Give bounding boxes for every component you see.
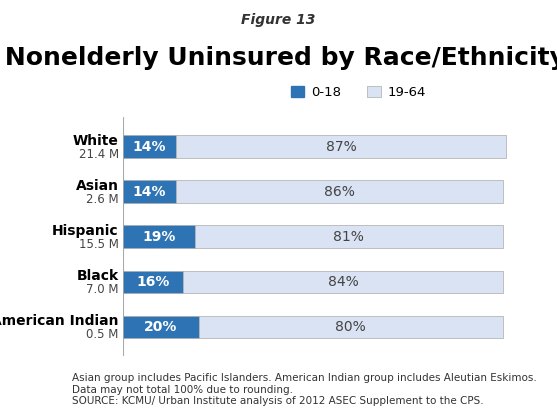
Bar	[123, 316, 198, 338]
Text: 80%: 80%	[335, 320, 366, 334]
Text: Hispanic: Hispanic	[52, 224, 119, 238]
Text: 21.4 M: 21.4 M	[79, 148, 119, 161]
Text: 84%: 84%	[328, 275, 358, 289]
Text: 14%: 14%	[133, 140, 166, 154]
Text: 81%: 81%	[333, 230, 364, 244]
Text: 7.0 M: 7.0 M	[86, 283, 119, 296]
Bar	[195, 225, 502, 248]
Bar	[123, 135, 176, 158]
Text: 86%: 86%	[324, 185, 355, 199]
Text: 19%: 19%	[142, 230, 175, 244]
Text: 0.5 M: 0.5 M	[86, 328, 119, 341]
Bar	[123, 271, 183, 293]
Text: Black: Black	[77, 269, 119, 283]
Bar	[123, 225, 195, 248]
Text: White: White	[73, 134, 119, 148]
Text: American Indian: American Indian	[0, 314, 119, 328]
Text: 15.5 M: 15.5 M	[79, 238, 119, 251]
Bar	[176, 135, 506, 158]
Text: 16%: 16%	[136, 275, 170, 289]
Legend: 0-18, 19-64: 0-18, 19-64	[286, 81, 431, 104]
Text: 2.6 M: 2.6 M	[86, 193, 119, 206]
Text: Asian: Asian	[76, 179, 119, 193]
Text: 20%: 20%	[144, 320, 177, 334]
Bar	[198, 316, 502, 338]
Text: 87%: 87%	[326, 140, 356, 154]
Bar	[183, 271, 502, 293]
Bar	[176, 181, 502, 203]
Text: Figure 13: Figure 13	[241, 13, 316, 26]
Text: Asian group includes Pacific Islanders. American Indian group includes Aleutian : Asian group includes Pacific Islanders. …	[72, 373, 537, 406]
Text: 14%: 14%	[133, 185, 166, 199]
Text: Age of Nonelderly Uninsured by Race/Ethnicity, 2011: Age of Nonelderly Uninsured by Race/Ethn…	[0, 46, 557, 70]
Bar	[123, 181, 176, 203]
